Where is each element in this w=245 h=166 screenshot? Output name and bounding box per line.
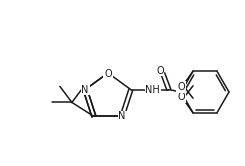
Text: O: O bbox=[177, 82, 185, 92]
Text: N: N bbox=[82, 85, 89, 95]
Text: O: O bbox=[156, 66, 164, 76]
Text: N: N bbox=[118, 111, 126, 121]
Text: O: O bbox=[177, 92, 185, 102]
Text: O: O bbox=[104, 69, 112, 79]
Text: NH: NH bbox=[146, 85, 160, 95]
